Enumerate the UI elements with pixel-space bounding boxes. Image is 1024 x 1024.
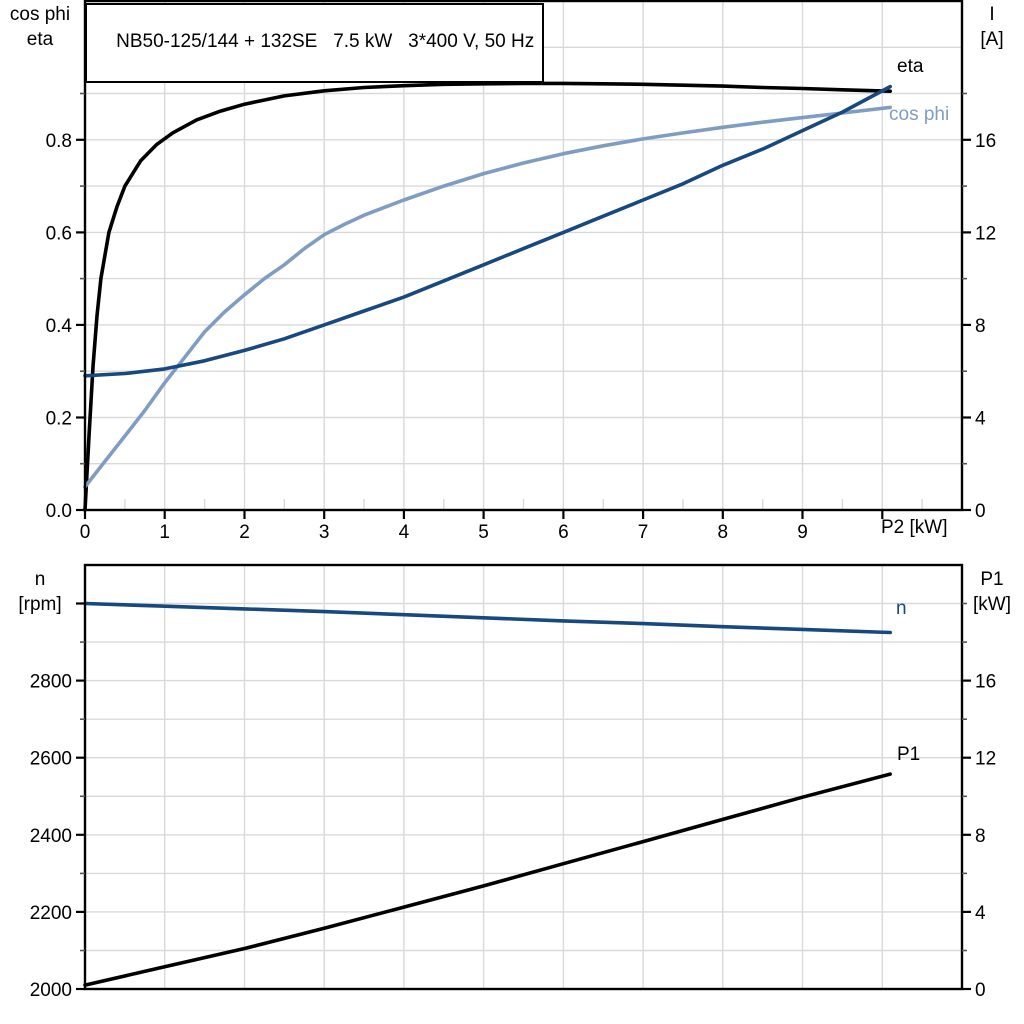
curve-cos-phi [83,105,893,489]
axis-title-current-unit: [A] [980,29,1004,50]
axis-title-eta: eta [26,29,54,50]
axis-title-cos-phi: cos phi [9,4,71,25]
curve-eta [83,81,893,512]
tick-label: 6 [558,522,569,543]
tick-label: 0.2 [46,409,72,430]
tick-label: 0 [80,522,91,543]
tick-label: 4 [975,409,986,430]
curve-speed-n [83,601,893,635]
tick-label: 2 [239,522,250,543]
tick-label: 8 [718,522,729,543]
top-left-axis-title: cos phi eta [0,2,80,52]
tick-label: 8 [975,316,986,337]
tick-label: 0.6 [46,223,72,244]
tick-label: 0 [975,501,986,522]
tick-label: 16 [975,672,996,693]
top-right-axis-title: I [A] [963,2,1021,52]
curve-input-power-P1 [83,772,893,987]
tick-label: 2000 [30,980,72,1001]
x-axis-label-p2: P2 [kW] [881,517,948,538]
tick-label: 0.4 [46,316,73,337]
curve-label-cos-phi: cos phi [889,104,950,125]
speed-power-chart: 2000 2200 2400 2600 2800 0 4 8 12 16 [30,563,996,1001]
axis-title-p1-unit: [kW] [973,594,1011,615]
tick-label: 1 [159,522,170,543]
tick-label: 4 [975,903,986,924]
tick-label: 0.8 [46,131,72,152]
tick-label: 5 [478,522,489,543]
axis-title-speed-unit: [rpm] [18,594,62,615]
chart-title: NB50-125/144 + 132SE 7.5 kW 3*400 V, 50 … [116,31,535,52]
title-box: NB50-125/144 + 132SE 7.5 kW 3*400 V, 50 … [85,3,545,83]
tick-label: 12 [975,223,996,244]
tick-label: 0 [975,980,986,1001]
tick-label: 16 [975,131,996,152]
curve-label-p1: P1 [897,744,921,765]
curve-label-n: n [896,598,907,619]
speed-power-chart-frame [83,563,964,991]
tick-label: 3 [319,522,330,543]
tick-label: 2800 [30,672,72,693]
axis-title-current: I [989,4,995,25]
tick-label: 12 [975,749,996,770]
tick-label: 8 [975,826,986,847]
bottom-left-axis-title: n [rpm] [0,567,80,617]
tick-label: 4 [399,522,410,543]
tick-label: 2200 [30,903,72,924]
tick-label: 2600 [30,749,72,770]
axis-title-p1: P1 [980,569,1004,590]
tick-label: 9 [797,522,808,543]
tick-label: 7 [638,522,649,543]
motor-efficiency-chart-frame [83,0,964,512]
curve-current-I [83,84,893,378]
axis-title-speed: n [34,569,46,590]
tick-label: 2400 [30,826,72,847]
tick-label: 0.0 [46,501,72,522]
curve-label-eta: eta [897,56,924,77]
bottom-right-axis-title: P1 [kW] [963,567,1021,617]
